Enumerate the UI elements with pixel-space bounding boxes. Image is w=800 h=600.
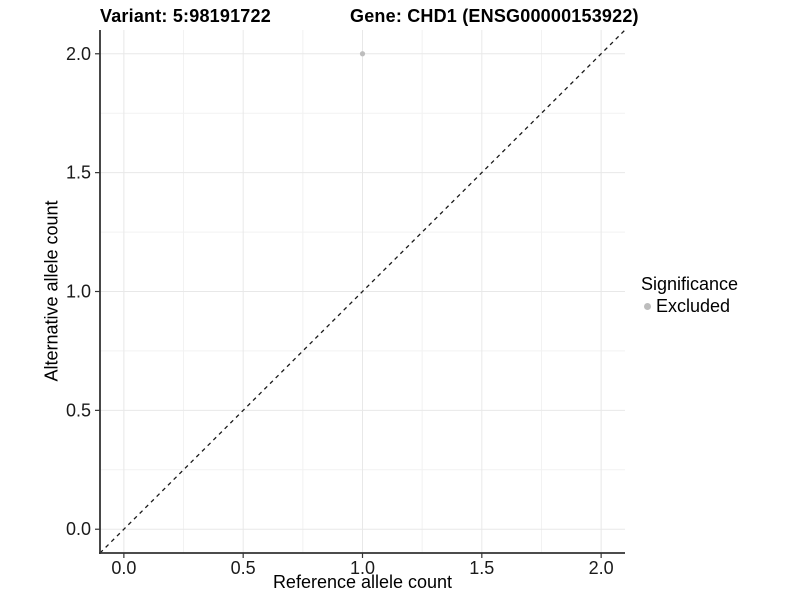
identity-line bbox=[99, 29, 626, 554]
legend: Significance Excluded bbox=[641, 274, 738, 316]
x-tick-label: 2.0 bbox=[589, 558, 614, 578]
y-tick-label: 1.5 bbox=[66, 163, 91, 183]
y-tick-label: 0.5 bbox=[66, 400, 91, 420]
x-tick-label: 0.0 bbox=[111, 558, 136, 578]
legend-item-excluded: Excluded bbox=[641, 296, 738, 316]
y-tick-label: 2.0 bbox=[66, 44, 91, 64]
plot-title-variant: Variant: 5:98191722 bbox=[100, 6, 271, 26]
x-tick-label: 0.5 bbox=[231, 558, 256, 578]
x-tick-label: 1.0 bbox=[350, 558, 375, 578]
legend-title: Significance bbox=[641, 274, 739, 294]
plot-title-gene: Gene: CHD1 (ENSG00000153922) bbox=[350, 6, 639, 26]
y-tick-label: 1.0 bbox=[66, 282, 91, 302]
y-tick-label: 0.0 bbox=[66, 519, 91, 539]
legend-item-label: Excluded bbox=[656, 296, 731, 316]
legend-dot-icon bbox=[644, 302, 651, 310]
x-axis-label: Reference allele count bbox=[272, 572, 453, 592]
x-tick-label: 1.5 bbox=[469, 558, 494, 578]
data-point bbox=[359, 51, 366, 57]
y-axis-label: Alternative allele count bbox=[41, 200, 62, 382]
